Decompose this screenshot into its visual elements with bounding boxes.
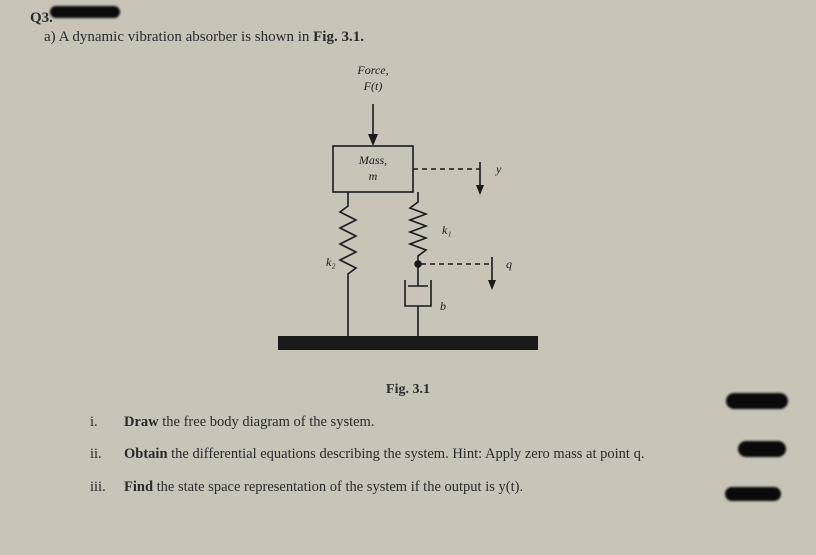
mass-label-1: Mass, xyxy=(358,153,387,167)
redaction-mark xyxy=(50,6,120,18)
item-num: iii. xyxy=(90,477,124,497)
item-i: i. Draw the free body diagram of the sys… xyxy=(90,412,746,432)
item-text: Obtain the differential equations descri… xyxy=(124,444,746,464)
item-iii: iii. Find the state space representation… xyxy=(90,477,746,497)
part-a-prefix: a) A dynamic vibration absorber is shown… xyxy=(44,29,313,45)
force-label-1: Force, xyxy=(356,63,388,77)
part-a-figref: Fig. 3.1. xyxy=(313,29,364,45)
item-ii: ii. Obtain the differential equations de… xyxy=(90,444,746,464)
redaction-mark xyxy=(726,393,788,409)
question-items: i. Draw the free body diagram of the sys… xyxy=(90,412,746,497)
force-arrow-head xyxy=(368,134,378,146)
q-label: q xyxy=(506,257,512,271)
redaction-mark xyxy=(738,441,786,457)
force-label-2: F(t) xyxy=(363,79,383,93)
redaction-mark xyxy=(725,487,781,501)
item-bold: Find xyxy=(124,479,153,495)
spring-k1 xyxy=(410,192,426,264)
item-text: Draw the free body diagram of the system… xyxy=(124,412,746,432)
item-num: i. xyxy=(90,412,124,432)
q-arrow-head xyxy=(488,280,496,290)
item-bold: Obtain xyxy=(124,446,168,462)
diagram-svg: Force, F(t) Mass, m y k₂ k₁ xyxy=(218,54,598,374)
figure-3-1: Force, F(t) Mass, m y k₂ k₁ xyxy=(218,54,598,374)
ground xyxy=(278,336,538,350)
spring-k2 xyxy=(340,192,356,336)
item-bold: Draw xyxy=(124,414,159,430)
item-rest: the free body diagram of the system. xyxy=(159,414,375,430)
part-a-text: a) A dynamic vibration absorber is shown… xyxy=(44,29,786,46)
k1-label: k₁ xyxy=(442,223,452,237)
y-arrow-head xyxy=(476,185,484,195)
y-label: y xyxy=(495,162,502,176)
item-num: ii. xyxy=(90,444,124,464)
item-text: Find the state space representation of t… xyxy=(124,477,746,497)
item-rest: the differential equations describing th… xyxy=(168,446,645,462)
k2-label: k₂ xyxy=(326,255,336,269)
figure-caption: Fig. 3.1 xyxy=(30,382,786,398)
question-number: Q3. xyxy=(30,10,786,27)
item-rest: the state space representation of the sy… xyxy=(153,479,523,495)
b-label: b xyxy=(440,299,446,313)
mass-label-2: m xyxy=(369,169,378,183)
